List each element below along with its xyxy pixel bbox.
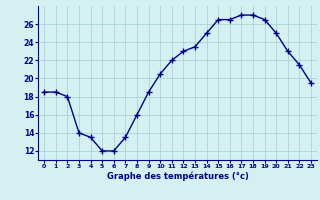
- X-axis label: Graphe des températures (°c): Graphe des températures (°c): [107, 172, 249, 181]
